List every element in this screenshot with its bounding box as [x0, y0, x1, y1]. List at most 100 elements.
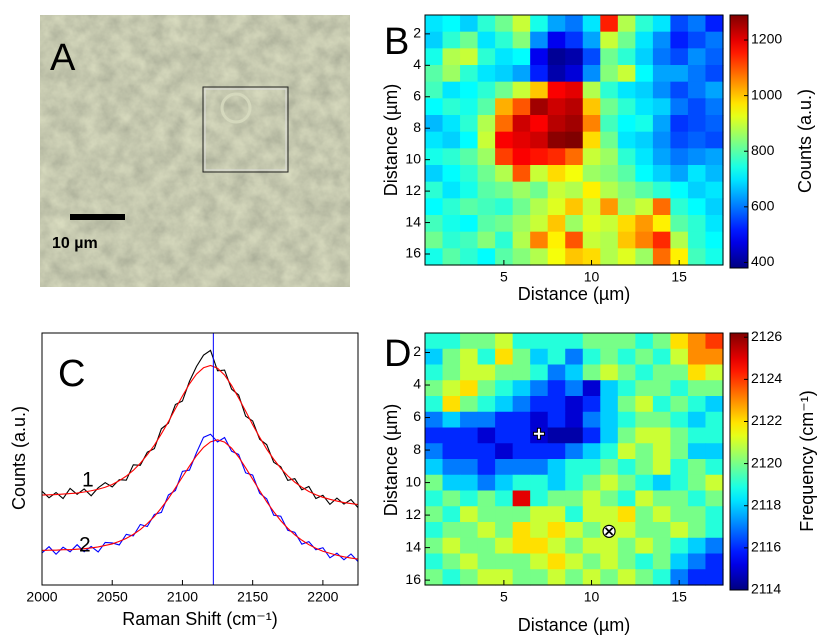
heatmap-cell: [565, 81, 584, 99]
heatmap-cell: [495, 215, 514, 233]
heatmap-cell: [687, 131, 707, 149]
heatmap-cell: [530, 248, 549, 266]
heatmap-cell: [495, 81, 514, 99]
heatmap-cell: [477, 148, 496, 166]
heatmap-cell: [670, 15, 689, 33]
heatmap-cell: [705, 98, 724, 116]
panel-label: A: [50, 37, 76, 79]
heatmap-cell: [565, 131, 584, 149]
x-tick-label: 10: [584, 589, 600, 605]
heatmap-cell: [635, 490, 654, 507]
heatmap-cell: [442, 98, 461, 116]
heatmap-cell: [547, 48, 566, 66]
heatmap-cell: [687, 490, 707, 507]
heatmap-cell: [670, 380, 689, 397]
heatmap-cell: [617, 31, 636, 49]
heatmap-cell: [617, 248, 636, 266]
heatmap-cell: [477, 569, 496, 586]
heatmap-cell: [425, 427, 444, 444]
heatmap-cell: [687, 165, 707, 183]
heatmap-cell: [635, 198, 654, 216]
x-tick-label: 15: [671, 589, 687, 605]
heatmap-cell: [512, 181, 531, 199]
heatmap-cell: [495, 98, 514, 116]
heatmap-cell: [565, 569, 584, 586]
heatmap-cell: [687, 48, 707, 66]
heatmap-cell: [635, 31, 654, 49]
heatmap-cell: [652, 15, 672, 33]
heatmap-cell: [460, 490, 479, 507]
heatmap-cell: [670, 148, 689, 166]
heatmap-cell: [477, 65, 496, 83]
y-tick-label: 2: [413, 343, 421, 359]
heatmap-cell: [425, 165, 444, 183]
heatmap-cell: [512, 115, 531, 133]
heatmap-cell: [460, 81, 479, 99]
heatmap-cell: [547, 380, 566, 397]
heatmap-cell: [477, 231, 496, 249]
heatmap-cell: [652, 248, 672, 266]
heatmap-cell: [512, 48, 531, 66]
heatmap-cell: [600, 553, 619, 570]
heatmap-cell: [600, 148, 619, 166]
x-tick-label: 2200: [307, 589, 338, 605]
plot-frame: [424, 14, 724, 266]
heatmap-cell: [530, 148, 549, 166]
heatmap-cell: [547, 537, 566, 555]
y-tick-label: 14: [405, 538, 421, 554]
heatmap-cell: [635, 65, 654, 83]
heatmap-cell: [635, 98, 654, 116]
heatmap-cell: [687, 427, 707, 444]
heatmap-cell: [617, 333, 636, 350]
region-box: [202, 86, 289, 173]
heatmap-cell: [705, 81, 724, 99]
heatmap-cell: [687, 248, 707, 266]
heatmap-cell: [547, 490, 566, 507]
heatmap-cell: [652, 48, 672, 66]
heatmap-cell: [460, 215, 479, 233]
heatmap-cell: [477, 181, 496, 199]
heatmap-cell: [687, 31, 707, 49]
heatmap-cell: [547, 443, 566, 460]
heatmap-cell: [425, 522, 444, 539]
heatmap-cell: [477, 198, 496, 216]
heatmap-cell: [670, 474, 689, 492]
heatmap-cell: [565, 443, 584, 460]
heatmap-cell: [600, 131, 619, 149]
heatmap-cell: [582, 427, 601, 444]
heatmap-cell: [495, 148, 514, 166]
heatmap-cell: [547, 333, 566, 350]
heatmap-cell: [512, 15, 531, 33]
heatmap-cell: [477, 333, 496, 350]
heatmap-cell: [635, 248, 654, 266]
heatmap-cell: [565, 490, 584, 507]
heatmap-cell: [565, 396, 584, 413]
heatmap-cell: [530, 459, 549, 476]
heatmap-cell: [582, 215, 601, 233]
heatmap-cell: [530, 490, 549, 507]
heatmap-cell: [687, 98, 707, 116]
heatmap-cell: [582, 131, 601, 149]
plot-frame: [41, 332, 359, 586]
heatmap-cell: [495, 248, 514, 266]
y-tick-label: 4: [413, 376, 421, 392]
heatmap-cell: [547, 474, 566, 492]
heatmap-cell: [425, 231, 444, 249]
heatmap-cell: [617, 522, 636, 539]
heatmap-cell: [670, 115, 689, 133]
heatmap-cell: [547, 411, 566, 429]
heatmap-cell: [512, 522, 531, 539]
heatmap-cell: [687, 364, 707, 381]
heatmap-cell: [600, 380, 619, 397]
heatmap-cell: [565, 198, 584, 216]
heatmap-cell: [705, 248, 724, 266]
y-tick-label: 6: [413, 408, 421, 424]
heatmap-cell: [495, 380, 514, 397]
heatmap-cell: [495, 198, 514, 216]
heatmap-cell: [460, 348, 479, 366]
heatmap-cell: [652, 215, 672, 233]
heatmap-cell: [705, 65, 724, 83]
heatmap-cell: [565, 48, 584, 66]
heatmap-cell: [442, 115, 461, 133]
heatmap-cell: [442, 181, 461, 199]
